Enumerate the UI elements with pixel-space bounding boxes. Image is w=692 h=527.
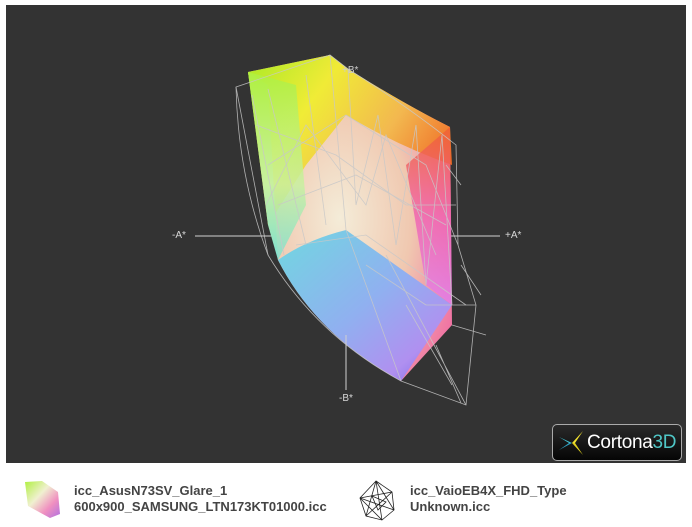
- gamut-plot: [195, 54, 500, 406]
- cortona-star-icon: [559, 431, 583, 455]
- axis-label-neg-b: -B*: [339, 393, 353, 404]
- color-gamut-icon: [25, 481, 60, 518]
- wireframe-gamut: [235, 54, 487, 406]
- legend-label-line1: icc_VaioEB4X_FHD_Type: [410, 483, 567, 498]
- legend-label-line2: Unknown.icc: [410, 499, 491, 514]
- axis-label-pos-a: +A*: [505, 230, 522, 241]
- axis-label-pos-b: +B*: [342, 65, 359, 76]
- color-gamut-volume: [248, 55, 452, 381]
- legend-item-vaio: icc_VaioEB4X_FHD_Type Unknown.icc: [358, 480, 567, 522]
- axis-label-neg-a: -A*: [172, 230, 186, 241]
- 3d-viewport[interactable]: -A* +A* -B* +B* Cortona3D: [6, 5, 686, 463]
- legend-label-line1: icc_AsusN73SV_Glare_1: [74, 483, 228, 498]
- cortona-logo-text: Cortona3D: [587, 432, 677, 453]
- wireframe-gamut-icon: [359, 480, 395, 521]
- cortona3d-logo-button[interactable]: Cortona3D: [552, 424, 682, 461]
- legend-item-asus: icc_AsusN73SV_Glare_1 600x900_SAMSUNG_LT…: [22, 480, 327, 520]
- legend-label-line2: 600x900_SAMSUNG_LTN173KT01000.icc: [74, 499, 327, 514]
